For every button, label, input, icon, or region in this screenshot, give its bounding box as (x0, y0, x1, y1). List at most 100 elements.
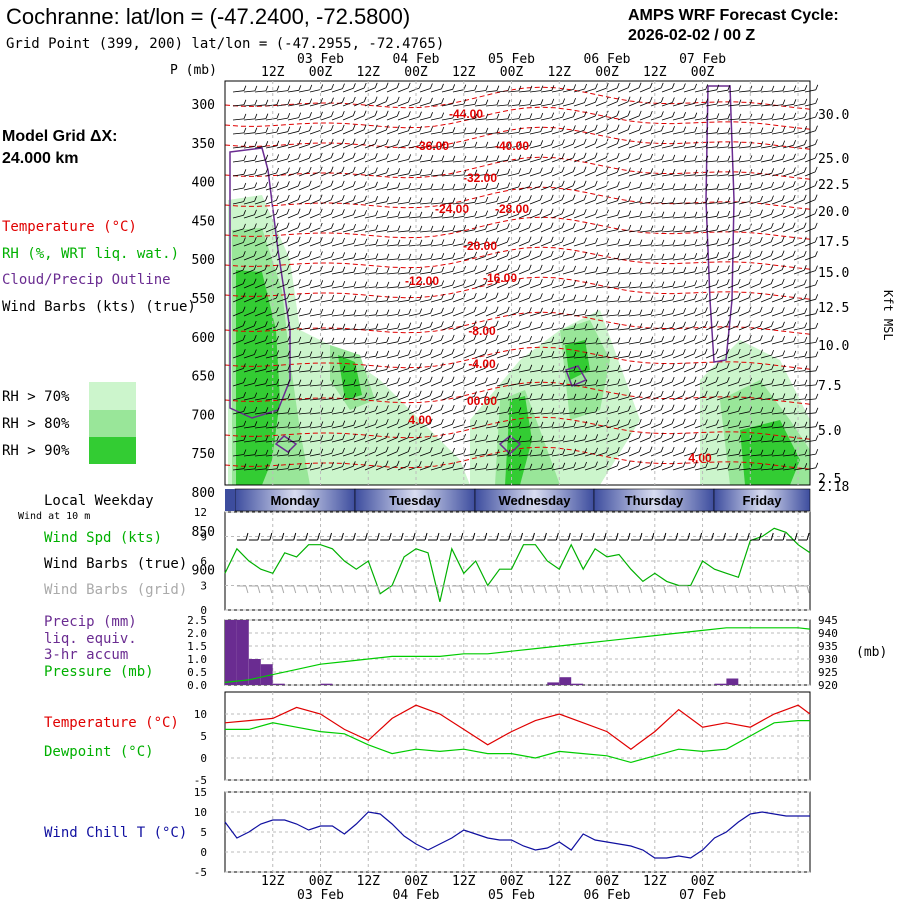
wind-barb (606, 451, 618, 457)
wind-barb (628, 186, 640, 191)
wind-barb-flag (562, 365, 566, 371)
wind-barb-flag (440, 418, 444, 425)
wind-barb (694, 174, 706, 177)
wind-barb (771, 398, 783, 401)
wind-barb (243, 146, 255, 149)
wind-barb (683, 367, 695, 373)
wind-barb (254, 173, 266, 177)
wind-barb (441, 298, 453, 303)
wind-barb (265, 426, 277, 429)
wind-barb (771, 227, 783, 233)
wind-barb-flag (430, 321, 433, 327)
bottom-date-label: 04 Feb (393, 888, 440, 900)
wind-barb-flag (418, 363, 422, 369)
wind-barb-flag (352, 152, 356, 158)
wind-barb (320, 328, 332, 331)
wind-barb (320, 270, 332, 275)
wind-barb-flag (507, 378, 511, 384)
wind-barb (287, 213, 299, 219)
wind-barb-flag (815, 448, 819, 455)
wind-barb (364, 143, 376, 149)
wind-barb (320, 88, 332, 93)
wind-barb (485, 242, 497, 247)
wind-barb-true-flag (257, 532, 261, 541)
wind-barb (430, 216, 442, 219)
wind-barb-flag (649, 446, 653, 452)
wind-barb-flag (265, 85, 269, 92)
wind-barb-flag (727, 155, 731, 162)
wind-barb-flag (441, 83, 444, 90)
wind-barb-flag (804, 139, 807, 145)
wind-barb (727, 201, 739, 205)
wind-barb (573, 328, 585, 331)
wind-barb (628, 230, 640, 233)
wind-barb-flag (474, 113, 478, 119)
wind-barb (441, 88, 453, 93)
wind-barb-flag (693, 362, 697, 368)
wind-barb-flag (694, 83, 697, 90)
wind-barb-flag (419, 169, 423, 175)
wind-barb-flag (485, 85, 489, 91)
wind-barb-flag (584, 309, 588, 315)
wind-barb (529, 454, 541, 457)
bottom-date-label: 07 Feb (679, 888, 726, 900)
wind-barb (760, 426, 772, 429)
wind-barb (265, 383, 277, 387)
wind-barb (232, 439, 244, 443)
wind-barb-flag (484, 292, 488, 298)
isotherm-label: -16.00 (483, 271, 517, 285)
wind-barb-flag (639, 153, 642, 159)
isotherm (224, 416, 811, 440)
wind-barb (617, 300, 629, 303)
wind-barb (419, 409, 431, 415)
wind-barb (353, 424, 365, 429)
wind-barb (353, 383, 365, 387)
wind-barb-flag (540, 350, 544, 357)
wind-barb-flag (452, 462, 456, 468)
wind-barb (474, 187, 486, 191)
wind-barb (793, 255, 805, 261)
wind-barb (386, 395, 398, 401)
wind-barb (749, 383, 761, 387)
wind-barb-flag (738, 196, 742, 203)
wind-barb-flag (595, 309, 599, 315)
wind-barb (727, 187, 739, 191)
wind-barb (727, 353, 739, 359)
wind-barb (595, 438, 607, 443)
wind-barb (738, 118, 750, 121)
wind-barb (793, 298, 805, 303)
wind-barb (408, 258, 420, 261)
wind-barb-flag (672, 211, 676, 218)
isotherm-label: -20.00 (463, 239, 497, 253)
wind-barb (507, 255, 519, 261)
wind-barb (364, 410, 376, 415)
wind-barb (386, 144, 398, 149)
wind-barb-flag (451, 362, 455, 368)
wind-barb (749, 325, 761, 331)
wind-barb (375, 341, 387, 345)
wind-barb-flag (782, 126, 786, 133)
wind-barb (276, 158, 288, 163)
wind-barb (573, 285, 585, 289)
wind-barb-flag (671, 83, 675, 89)
wind-barb (485, 368, 497, 373)
wind-barb-flag (606, 267, 610, 273)
wind-barb (485, 353, 497, 359)
wind-barb-flag (616, 124, 620, 130)
pressure-tick: 900 (192, 564, 215, 579)
wind-barb-flag (473, 320, 477, 326)
wind-barb (639, 173, 651, 177)
wind-barb-flag (616, 138, 620, 144)
wind-barb-flag (243, 85, 247, 91)
wind-barb (243, 269, 255, 275)
wind-barb (661, 87, 673, 93)
wind-barb-flag (518, 154, 522, 160)
wind-barb (353, 101, 365, 107)
wind-barb-flag (683, 197, 687, 204)
wind-barb-flag (243, 169, 247, 175)
wind-barb-flag (540, 140, 544, 146)
wind-barb-flag (441, 461, 444, 468)
wind-barb (276, 269, 288, 275)
wind-barb-flag (320, 462, 324, 468)
